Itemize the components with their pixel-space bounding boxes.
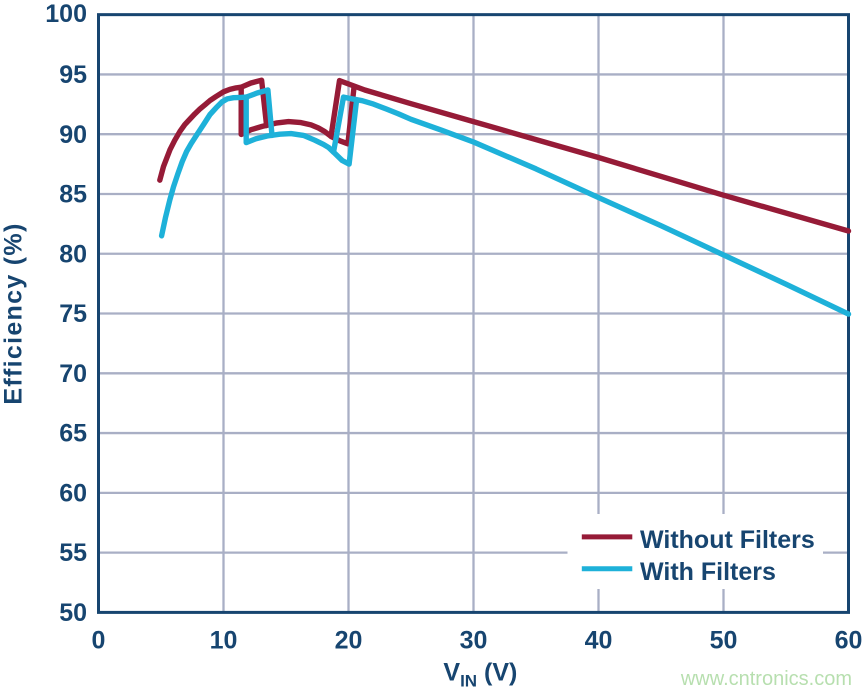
svg-text:70: 70 (59, 360, 87, 388)
svg-text:With Filters: With Filters (640, 558, 776, 586)
svg-text:50: 50 (59, 599, 87, 627)
svg-text:100: 100 (45, 0, 87, 28)
svg-text:85: 85 (59, 181, 87, 209)
svg-text:80: 80 (59, 240, 87, 268)
svg-text:65: 65 (59, 420, 87, 448)
svg-text:www.cntronics.com: www.cntronics.com (680, 668, 852, 690)
svg-text:10: 10 (210, 627, 238, 655)
svg-text:VIN (V): VIN (V) (443, 659, 517, 691)
svg-text:75: 75 (59, 300, 87, 328)
svg-text:95: 95 (59, 61, 87, 89)
svg-text:40: 40 (585, 627, 613, 655)
svg-text:30: 30 (460, 627, 488, 655)
svg-text:55: 55 (59, 539, 87, 567)
svg-text:90: 90 (59, 121, 87, 149)
svg-text:Efficiency (%): Efficiency (%) (0, 222, 28, 404)
svg-text:Without Filters: Without Filters (640, 526, 815, 554)
svg-text:60: 60 (835, 627, 863, 655)
svg-text:60: 60 (59, 480, 87, 508)
svg-text:0: 0 (92, 627, 106, 655)
svg-text:20: 20 (335, 627, 363, 655)
svg-text:50: 50 (710, 627, 738, 655)
